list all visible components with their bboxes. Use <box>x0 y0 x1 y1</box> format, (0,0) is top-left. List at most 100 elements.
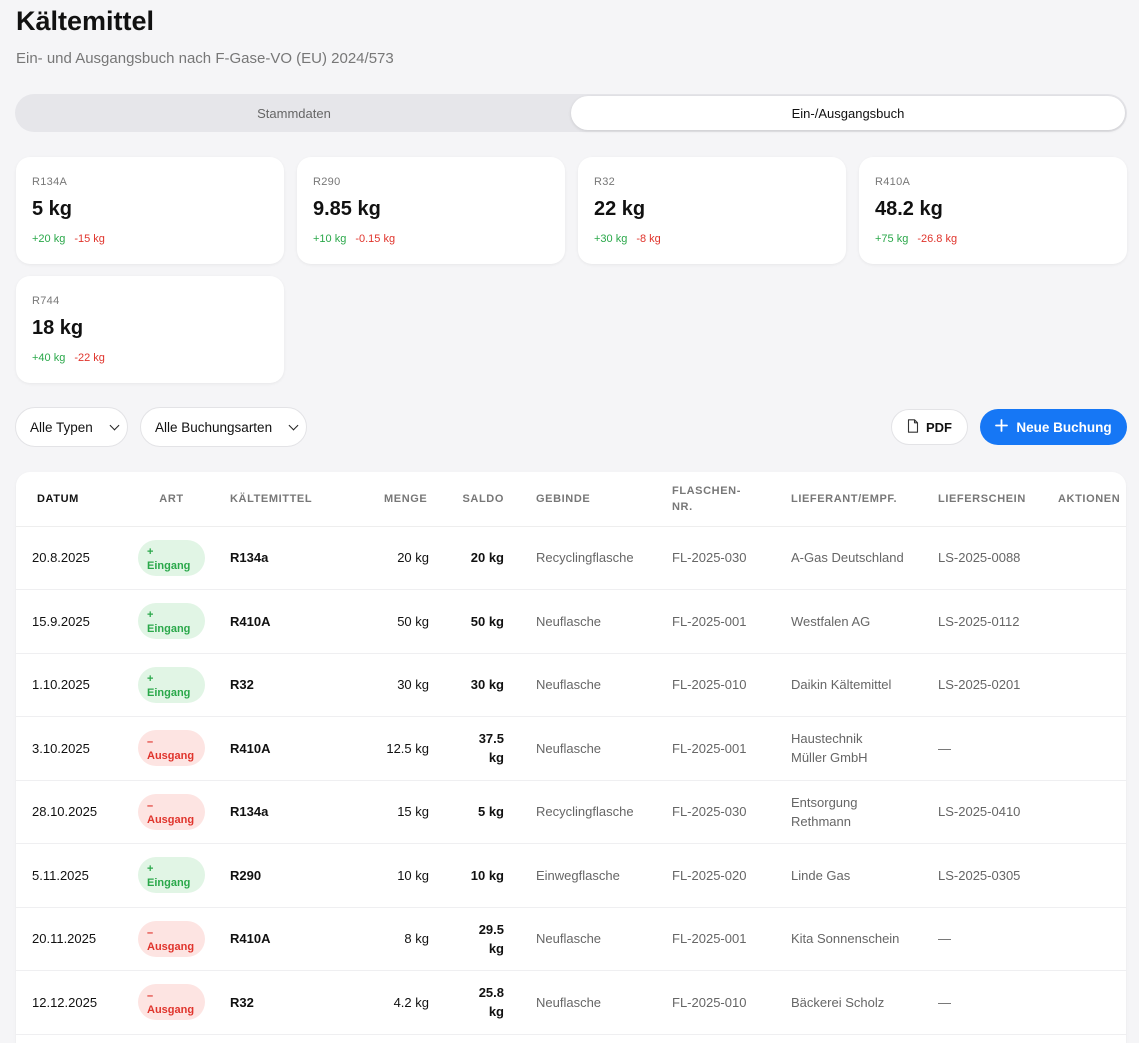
type-filter-select[interactable]: Alle Typen <box>15 407 128 447</box>
cell-saldo: 25.8 kg <box>429 970 504 1035</box>
view-tabs: Stammdaten Ein-/Ausgangsbuch <box>15 94 1127 132</box>
kind-badge: + Eingang <box>138 603 205 640</box>
cell-amount: 12.5 kg <box>339 716 429 781</box>
plus-icon <box>995 419 1009 435</box>
table-row[interactable]: 12.12.2025 – Ausgang R32 4.2 kg 25.8 kg N… <box>16 970 1126 1035</box>
column-header-kaeltemittel[interactable]: Kältemittel <box>230 472 339 527</box>
cell-refrigerant: R134a <box>230 526 339 590</box>
kind-label: Eingang <box>147 623 191 636</box>
cell-partner: Daikin Kältemittel <box>759 653 906 717</box>
table-row[interactable]: 28.10.2025 – Ausgang R134a 15 kg 5 kg Rec… <box>16 780 1126 844</box>
stock-card-r290: R290 9.85 kg +10 kg -0.15 kg <box>297 157 565 264</box>
cell-actions <box>1027 907 1126 971</box>
booking-filter-select[interactable]: Alle Buchungsarten <box>140 407 307 447</box>
table-header-row: Datum Art Kältemittel Menge Saldo Gebind… <box>16 472 1126 527</box>
tab-ein-ausgangsbuch[interactable]: Ein-/Ausgangsbuch <box>571 96 1125 130</box>
cell-delivery: LS-2025-0112 <box>906 589 1027 654</box>
saldo-value: 10 kg <box>470 867 504 883</box>
cell-kind: + Eingang <box>113 653 230 717</box>
cell-bottle: FL-2025-010 <box>640 970 759 1035</box>
new-booking-button[interactable]: Neue Buchung <box>980 409 1127 445</box>
column-header-aktionen: Aktionen <box>1027 472 1126 527</box>
table-row[interactable]: 20.8.2025 + Eingang R134a 20 kg 20 kg Rec… <box>16 526 1126 590</box>
cell-refrigerant: R410A <box>230 907 339 971</box>
cell-partner: Linde Gas <box>759 843 906 908</box>
cell-date: 15.9.2025 <box>16 589 113 654</box>
cell-partner: Kita Sonnenschein <box>759 907 906 971</box>
cell-amount: 4.2 kg <box>339 970 429 1035</box>
column-header-saldo[interactable]: Saldo <box>429 472 504 527</box>
stock-card-in: +10 kg <box>313 233 347 245</box>
cell-container: Neuflasche <box>504 589 640 654</box>
cell-refrigerant: R32 <box>230 653 339 717</box>
kind-label: Ausgang <box>147 750 195 763</box>
cell-actions <box>1027 780 1126 844</box>
column-header-lieferant[interactable]: Lieferant/Empf. <box>759 472 906 527</box>
kind-badge: – Ausgang <box>138 730 205 767</box>
column-header-flaschen-nr[interactable]: Flaschen-Nr. <box>640 472 759 527</box>
kind-badge: – Ausgang <box>138 920 205 957</box>
kind-badge: + Eingang <box>138 666 205 703</box>
stock-card-out: -15 kg <box>74 233 105 245</box>
stock-card-r744: R744 18 kg +40 kg -22 kg <box>16 276 284 383</box>
stock-card-value: 5 kg <box>32 198 73 220</box>
stock-card-in: +40 kg <box>32 352 66 364</box>
saldo-value: 37.5 kg <box>478 731 504 766</box>
stock-card-out: -26.8 kg <box>917 233 958 245</box>
booking-filter-value: Alle Buchungsarten <box>155 419 273 435</box>
cell-actions <box>1027 526 1126 590</box>
saldo-value: 50 kg <box>470 613 504 629</box>
kind-sign: – <box>147 799 154 812</box>
stock-card-in: +20 kg <box>32 233 66 245</box>
cell-actions <box>1027 716 1126 781</box>
kind-label: Ausgang <box>147 1004 195 1017</box>
page-subtitle: Ein- und Ausgangsbuch nach F-Gase-VO (EU… <box>16 50 394 67</box>
cell-partner: Entsorgung Rethmann <box>759 780 906 844</box>
table-row[interactable]: 1.10.2025 + Eingang R32 30 kg 30 kg Neufl… <box>16 653 1126 717</box>
cell-actions <box>1027 970 1126 1035</box>
table-row[interactable]: 15.9.2025 + Eingang R410A 50 kg 50 kg Neu… <box>16 589 1126 654</box>
cell-amount: 20 kg <box>339 526 429 590</box>
stock-card-out: -0.15 kg <box>355 233 396 245</box>
cell-container: Neuflasche <box>504 716 640 781</box>
column-header-gebinde[interactable]: Gebinde <box>504 472 640 527</box>
cell-refrigerant: R290 <box>230 843 339 908</box>
column-header-datum[interactable]: Datum <box>16 472 113 527</box>
column-header-lieferschein[interactable]: Lieferschein <box>906 472 1027 527</box>
table-row[interactable]: 20.11.2025 – Ausgang R410A 8 kg 29.5 kg N… <box>16 907 1126 971</box>
stock-card-value: 22 kg <box>594 198 646 220</box>
chevron-down-icon <box>288 420 299 431</box>
cell-kind: – Ausgang <box>113 970 230 1035</box>
cell-amount: 15 kg <box>339 780 429 844</box>
new-booking-label: Neue Buchung <box>1016 419 1112 435</box>
saldo-value: 5 kg <box>477 804 504 820</box>
column-header-art[interactable]: Art <box>113 472 230 527</box>
kind-label: Eingang <box>147 877 191 890</box>
tab-stammdaten[interactable]: Stammdaten <box>257 105 331 121</box>
page-title: Kältemittel <box>16 6 155 36</box>
table-row[interactable]: 3.10.2025 – Ausgang R410A 12.5 kg 37.5 kg… <box>16 716 1126 781</box>
type-filter-value: Alle Typen <box>30 419 93 435</box>
column-header-menge[interactable]: Menge <box>339 472 429 527</box>
kind-sign: + <box>147 609 154 622</box>
cell-saldo: 29.5 kg <box>429 907 504 971</box>
cell-amount: 50 kg <box>339 589 429 654</box>
cell-saldo: 37.5 kg <box>429 716 504 781</box>
cell-date: 1.10.2025 <box>16 653 113 717</box>
stock-card-changes: +20 kg -15 kg <box>32 233 105 245</box>
pdf-export-button[interactable]: PDF <box>891 409 968 445</box>
cell-bottle: FL-2025-001 <box>640 589 759 654</box>
cell-bottle: FL-2025-030 <box>640 526 759 590</box>
stock-card-code: R290 <box>313 176 341 188</box>
stock-card-in: +75 kg <box>875 233 909 245</box>
cell-actions <box>1027 589 1126 654</box>
cell-actions <box>1027 843 1126 908</box>
cell-container: Neuflasche <box>504 907 640 971</box>
cell-date: 3.10.2025 <box>16 716 113 781</box>
kind-sign: – <box>147 990 154 1003</box>
cell-amount: 10 kg <box>339 843 429 908</box>
cell-partner: Bäckerei Scholz <box>759 970 906 1035</box>
cell-date: 5.11.2025 <box>16 843 113 908</box>
table-row[interactable]: 5.11.2025 + Eingang R290 10 kg 10 kg Einw… <box>16 843 1126 908</box>
saldo-value: 20 kg <box>470 550 504 566</box>
